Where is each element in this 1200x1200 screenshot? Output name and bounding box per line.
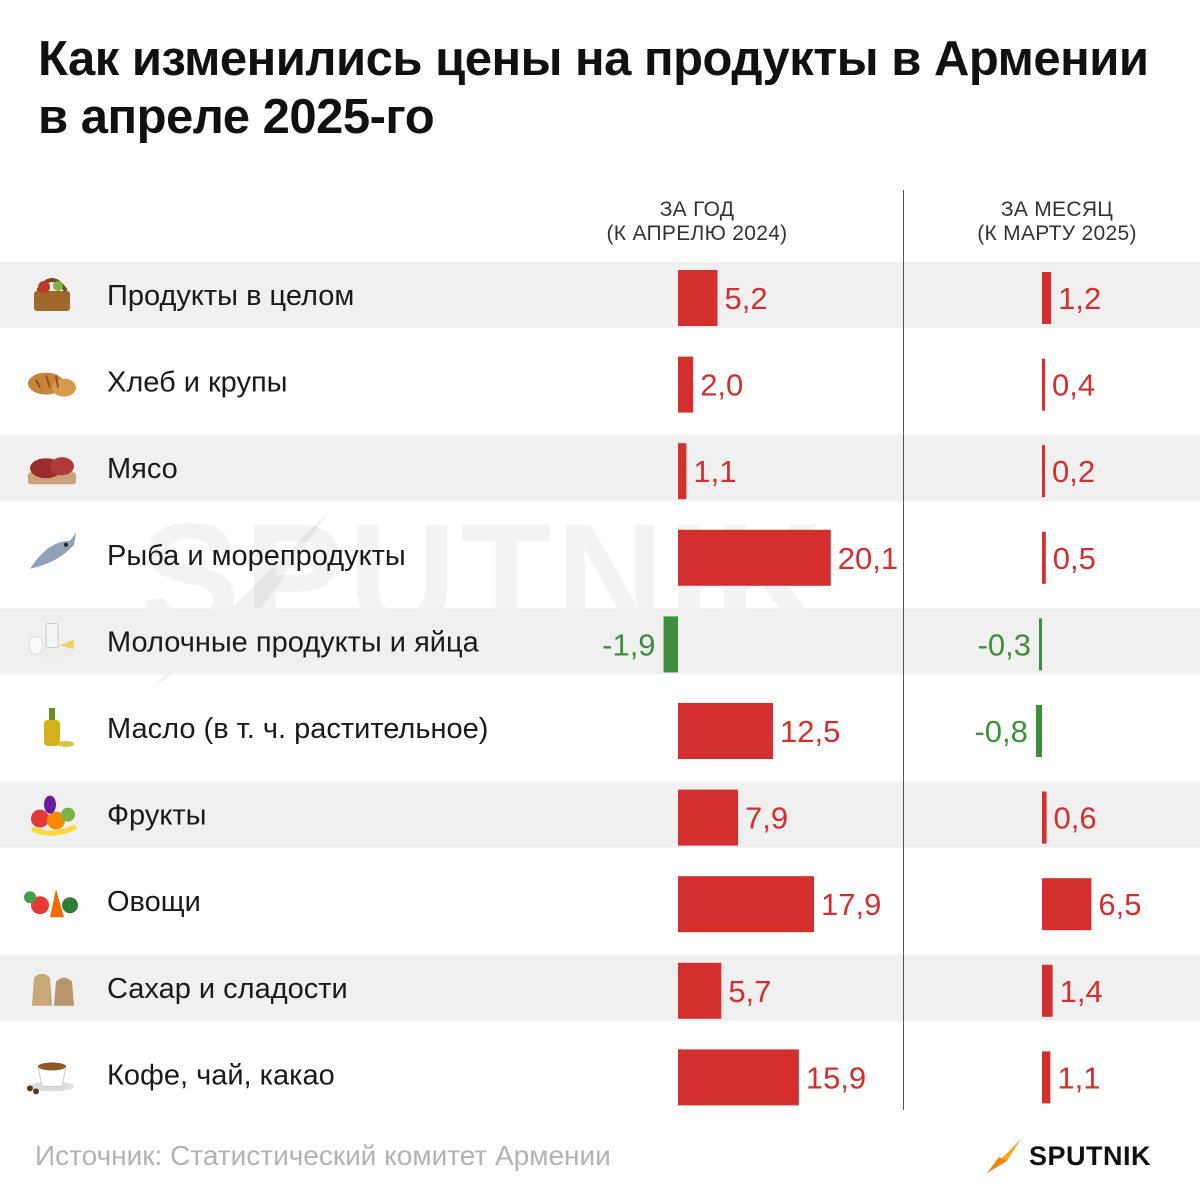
value-label-year: 5,2 [725, 281, 768, 316]
bread-icon [28, 372, 76, 397]
page-title: Как изменились цены на продукты в Армени… [38, 32, 1149, 144]
bar-month [1035, 705, 1042, 757]
bar-month [1042, 878, 1092, 931]
value-label-year: 20,1 [838, 541, 898, 576]
value-label-year: 5,7 [728, 974, 771, 1009]
price-change-chart: Продукты в целом 5,2 1,2 Хлеб и крупы 2,0 0,4… [0, 262, 1200, 1106]
basket-icon [34, 278, 70, 311]
category-label: Сахар и сладости [107, 973, 348, 1005]
category-label: Рыба и морепродукты [107, 540, 406, 572]
bar-year [678, 443, 687, 500]
category-label: Овощи [107, 886, 201, 918]
fruits-icon [30, 795, 78, 836]
bar-month [1042, 445, 1045, 498]
category-label: Масло (в т. ч. растительное) [107, 713, 488, 745]
oil-bottle-icon [44, 708, 74, 747]
coffee-cup-icon [27, 1062, 74, 1095]
bar-year [678, 529, 831, 586]
column-header-month: ЗА МЕСЯЦ (К МАРТУ 2025) [937, 198, 1177, 246]
value-label-year: 7,9 [745, 801, 788, 836]
sputnik-arrow-icon [987, 1139, 1021, 1173]
category-label: Хлеб и крупы [107, 367, 288, 399]
bar-month [1042, 791, 1047, 844]
bar-month [1042, 531, 1046, 584]
vegetables-icon [24, 889, 78, 918]
bar-month [1042, 272, 1052, 324]
value-label-month: 0,2 [1052, 454, 1095, 489]
row-stripe [0, 781, 1200, 848]
source-note: Источник: Статистический комитет Армении [35, 1140, 611, 1171]
bar-year [663, 616, 678, 673]
dairy-icon [28, 622, 76, 659]
row-stripe [0, 954, 1200, 1021]
value-label-month: 0,6 [1054, 801, 1097, 836]
bar-month [1042, 964, 1053, 1017]
bar-year [678, 876, 815, 933]
column-header-year-line1: ЗА ГОД [659, 198, 735, 221]
value-label-month: 0,5 [1053, 541, 1096, 576]
column-divider [903, 190, 904, 1110]
value-label-year: 2,0 [700, 368, 743, 403]
column-header-month-line2: (К МАРТУ 2025) [977, 222, 1137, 245]
value-label-month: 1,1 [1057, 1060, 1100, 1095]
category-label: Кофе, чай, какао [107, 1059, 335, 1091]
bar-month [1042, 358, 1046, 411]
row-stripe [0, 608, 1200, 675]
value-label-year: 15,9 [806, 1060, 866, 1095]
value-label-month: 1,4 [1060, 974, 1103, 1009]
value-label-month: 6,5 [1098, 887, 1141, 922]
meat-icon [28, 457, 76, 485]
row-stripe [0, 262, 1200, 328]
value-label-month: 0,4 [1052, 368, 1095, 403]
bar-year [678, 703, 773, 759]
bar-year [678, 356, 694, 413]
value-label-year: -1,9 [602, 627, 655, 662]
value-label-month: -0,8 [974, 714, 1027, 749]
value-label-year: 1,1 [693, 454, 736, 489]
brand-logo: SPUTNIK [985, 1137, 1151, 1175]
sugar-sack-icon [32, 973, 74, 1006]
value-label-year: 17,9 [821, 887, 881, 922]
bar-year [678, 270, 718, 326]
bar-year [678, 789, 739, 846]
category-label: Фрукты [107, 800, 207, 832]
bar-month [1042, 1051, 1051, 1104]
category-label: Продукты в целом [107, 280, 354, 312]
fish-icon [30, 532, 76, 569]
value-label-month: 1,2 [1058, 281, 1101, 316]
value-label-month: -0,3 [978, 627, 1031, 662]
category-label: Молочные продукты и яйца [107, 626, 480, 658]
bar-month [1039, 618, 1042, 671]
column-header-year: ЗА ГОД (К АПРЕЛЮ 2024) [577, 198, 817, 246]
row-stripe [0, 435, 1200, 502]
column-header-month-line1: ЗА МЕСЯЦ [1000, 198, 1114, 221]
bar-year [678, 962, 722, 1019]
category-label: Мясо [107, 453, 178, 485]
brand-name: SPUTNIK [1029, 1140, 1152, 1171]
value-label-year: 12,5 [780, 714, 840, 749]
bar-year [678, 1049, 799, 1106]
column-header-year-line2: (К АПРЕЛЮ 2024) [606, 222, 788, 245]
